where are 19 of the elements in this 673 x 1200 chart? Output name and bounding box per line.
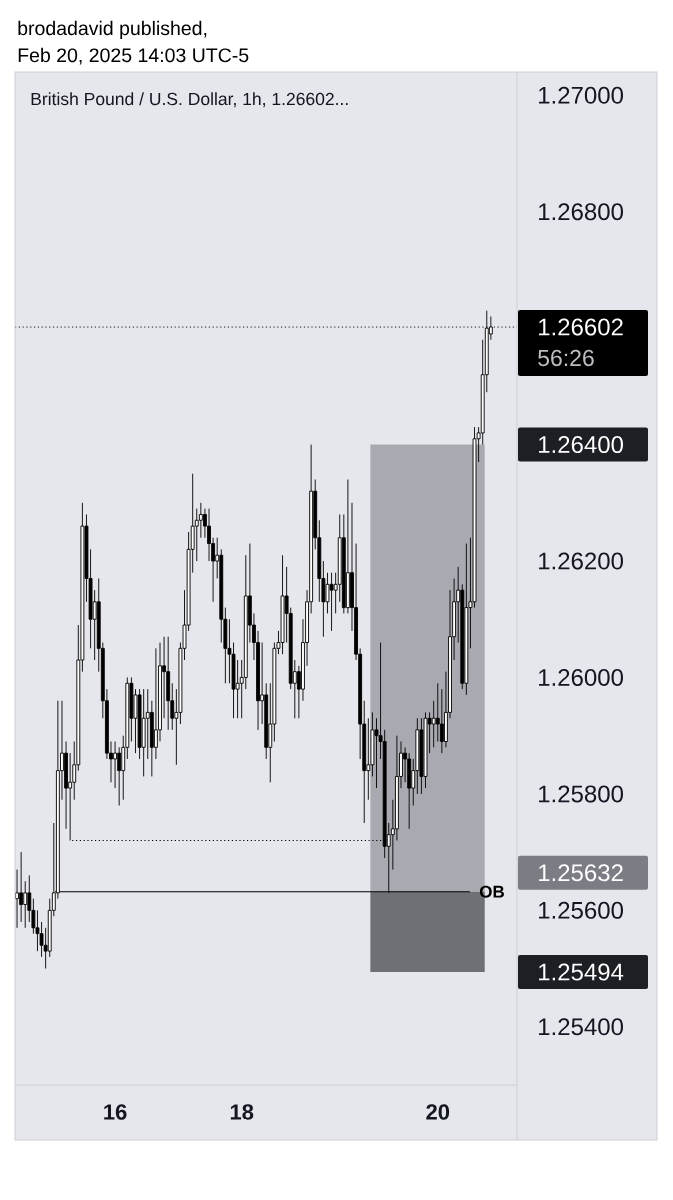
text: 56:26 (538, 349, 594, 367)
x-tick-label: 20 (426, 1104, 450, 1120)
y-tick-label: 1.26200 (539, 552, 623, 570)
x-tick-label: 18 (230, 1104, 254, 1120)
x-tick-label: 16 (104, 1104, 127, 1120)
text: British Pound / U.S. Dollar, 1h, 1.26602... (31, 92, 348, 108)
y-tick-label: 1.25800 (539, 785, 623, 803)
text: 1.25632 (539, 864, 623, 882)
band-label: 1.25494 (539, 963, 624, 981)
y-tick-label: 1.26000 (539, 668, 623, 686)
y-tick-label: 1.25400 (539, 1018, 623, 1036)
ref-line-label: OB (479, 885, 504, 898)
y-tick-label: 1.25600 (539, 901, 623, 919)
y-tick-label: 1.26800 (539, 203, 623, 221)
text: Feb 20, 2025 14:03 UTC-5 (18, 47, 249, 65)
text: brodadavid published, (18, 20, 207, 40)
y-tick-label: 1.27000 (539, 86, 623, 104)
band-label: 1.26400 (539, 436, 623, 454)
ref-line-label: 1.26602 (539, 318, 623, 336)
